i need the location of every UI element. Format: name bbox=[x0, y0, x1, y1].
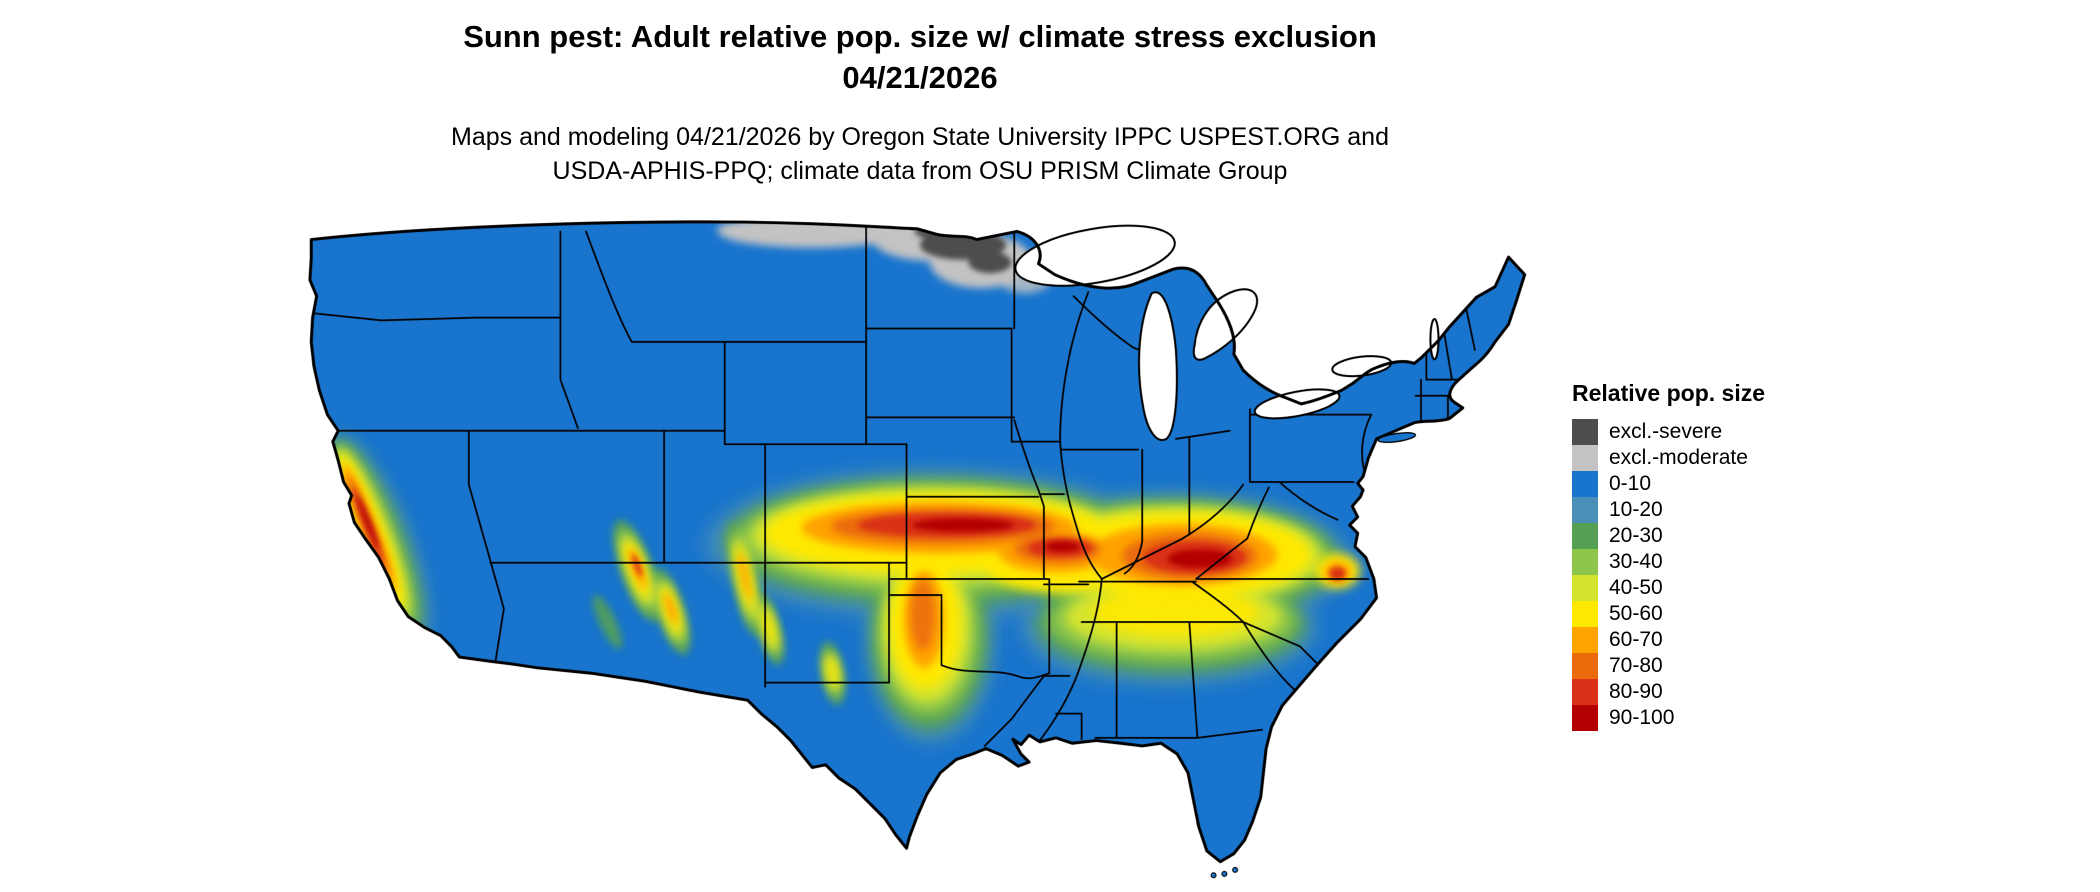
legend-item-80-90: 80-90 bbox=[1572, 679, 1765, 705]
legend-label: 60-70 bbox=[1609, 628, 1663, 651]
legend-swatch bbox=[1572, 627, 1598, 653]
legend-swatch bbox=[1572, 601, 1598, 627]
lake-michigan bbox=[1138, 291, 1178, 442]
legend: Relative pop. size excl.-severe excl.-mod… bbox=[1572, 380, 1765, 731]
legend-item-60-70: 60-70 bbox=[1572, 627, 1765, 653]
title-line2: 04/21/2026 bbox=[842, 60, 998, 95]
legend-swatch bbox=[1572, 523, 1598, 549]
legend-item-excl-severe: excl.-severe bbox=[1572, 419, 1765, 445]
lake-champlain bbox=[1429, 317, 1440, 361]
population-raster bbox=[322, 434, 1361, 744]
page-title: Sunn pest: Adult relative pop. size w/ c… bbox=[0, 16, 1840, 98]
legend-title: Relative pop. size bbox=[1572, 380, 1766, 406]
legend-label: 90-100 bbox=[1609, 706, 1675, 729]
us-map bbox=[300, 218, 1540, 886]
legend-swatch bbox=[1572, 471, 1598, 497]
legend-item-10-20: 10-20 bbox=[1572, 497, 1765, 523]
us-outline bbox=[308, 220, 1527, 864]
legend-item-40-50: 40-50 bbox=[1572, 575, 1765, 601]
florida-keys bbox=[1210, 866, 1239, 879]
great-lakes bbox=[1014, 224, 1440, 442]
legend-label: excl.-moderate bbox=[1609, 446, 1748, 469]
legend-item-20-30: 20-30 bbox=[1572, 523, 1765, 549]
legend-swatch bbox=[1572, 575, 1598, 601]
caption-line1: Maps and modeling 04/21/2026 by Oregon S… bbox=[451, 123, 1389, 151]
legend-swatch bbox=[1572, 705, 1598, 731]
title-line1: Sunn pest: Adult relative pop. size w/ c… bbox=[463, 19, 1377, 54]
legend-item-30-40: 30-40 bbox=[1572, 549, 1765, 575]
legend-items: excl.-severe excl.-moderate 0-10 10-20 20-30… bbox=[1572, 419, 1765, 731]
us-map-svg bbox=[308, 220, 1527, 879]
legend-item-70-80: 70-80 bbox=[1572, 653, 1765, 679]
legend-label: 40-50 bbox=[1609, 576, 1663, 599]
legend-label: 70-80 bbox=[1609, 654, 1663, 677]
legend-swatch bbox=[1572, 653, 1598, 679]
lake-huron bbox=[1192, 288, 1259, 361]
legend-swatch bbox=[1572, 445, 1598, 471]
long-island bbox=[1377, 432, 1417, 443]
legend-label: 80-90 bbox=[1609, 680, 1663, 703]
legend-item-90-100: 90-100 bbox=[1572, 705, 1765, 731]
legend-item-excl-moderate: excl.-moderate bbox=[1572, 445, 1765, 471]
legend-label: 30-40 bbox=[1609, 550, 1663, 573]
legend-label: 20-30 bbox=[1609, 524, 1663, 547]
lake-erie bbox=[1253, 388, 1341, 420]
legend-item-0-10: 0-10 bbox=[1572, 471, 1765, 497]
legend-label: 0-10 bbox=[1609, 472, 1652, 495]
legend-label: 10-20 bbox=[1609, 498, 1663, 521]
caption-line2: USDA-APHIS-PPQ; climate data from OSU PR… bbox=[552, 157, 1288, 185]
legend-label: excl.-severe bbox=[1609, 420, 1723, 443]
legend-label: 50-60 bbox=[1609, 602, 1663, 625]
legend-item-50-60: 50-60 bbox=[1572, 601, 1765, 627]
legend-swatch bbox=[1572, 497, 1598, 523]
lake-superior bbox=[1014, 224, 1176, 287]
legend-swatch bbox=[1572, 679, 1598, 705]
legend-swatch bbox=[1572, 419, 1598, 445]
state-borders bbox=[309, 225, 1476, 747]
figure-caption: Maps and modeling 04/21/2026 by Oregon S… bbox=[0, 120, 1840, 188]
legend-swatch bbox=[1572, 549, 1598, 575]
